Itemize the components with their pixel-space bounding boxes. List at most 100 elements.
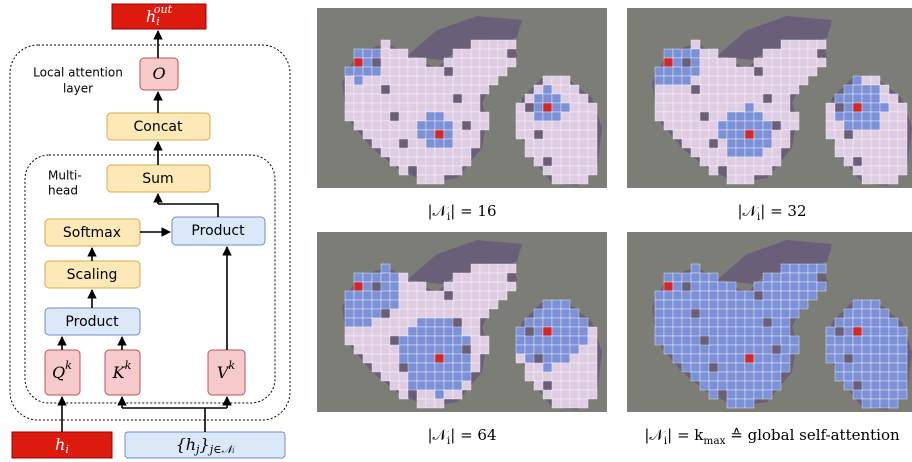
tile: [390, 273, 399, 282]
hi-label-part: h: [55, 435, 65, 454]
tile: [880, 112, 889, 121]
tile: [399, 112, 408, 121]
tile: [781, 309, 790, 318]
tile: [763, 157, 772, 166]
tile: [354, 58, 363, 67]
tile: [817, 58, 826, 67]
tile: [399, 166, 408, 175]
tile: [673, 49, 682, 58]
tile: [736, 103, 745, 112]
tile: [417, 112, 426, 121]
tile: [588, 166, 597, 175]
tile: [552, 354, 561, 363]
tile: [516, 103, 525, 112]
tile: [817, 40, 826, 49]
tile: [745, 76, 754, 85]
tile: [417, 58, 426, 67]
tile: [745, 94, 754, 103]
tile: [399, 345, 408, 354]
tile: [898, 336, 907, 345]
tile: [444, 166, 453, 175]
tile: [453, 345, 462, 354]
tile: [655, 103, 664, 112]
tile: [570, 94, 579, 103]
output-label-part: i: [156, 15, 160, 28]
tile: [727, 139, 736, 148]
tile: [417, 291, 426, 300]
tile: [727, 390, 736, 399]
tile: [579, 112, 588, 121]
tile: [799, 76, 808, 85]
tile: [480, 336, 489, 345]
tile: [664, 49, 673, 58]
tile: [561, 130, 570, 139]
tile: [381, 67, 390, 76]
tile: [471, 94, 480, 103]
tile: [772, 67, 781, 76]
tile: [664, 85, 673, 94]
tile: [691, 76, 700, 85]
tile: [745, 85, 754, 94]
tile: [417, 76, 426, 85]
tile: [399, 291, 408, 300]
tile: [709, 130, 718, 139]
tile: [871, 309, 880, 318]
tile: [579, 381, 588, 390]
tile: [471, 49, 480, 58]
tile: [354, 273, 363, 282]
tile: [381, 148, 390, 157]
tile: [408, 300, 417, 309]
tile: [570, 372, 579, 381]
panel-caption-part: ≙ global self-attention: [726, 426, 900, 444]
tile: [552, 130, 561, 139]
tile: [745, 139, 754, 148]
tile: [534, 121, 543, 130]
tile: [588, 121, 597, 130]
tile: [709, 318, 718, 327]
tile: [835, 363, 844, 372]
tile: [790, 121, 799, 130]
tile: [534, 112, 543, 121]
tile: [588, 390, 597, 399]
tile: [781, 139, 790, 148]
tile: [381, 76, 390, 85]
tile: [754, 130, 763, 139]
tile: [880, 157, 889, 166]
tile: [471, 103, 480, 112]
tile: [871, 399, 880, 408]
tile: [426, 67, 435, 76]
tile: [727, 94, 736, 103]
tile: [862, 175, 871, 184]
tile: [880, 327, 889, 336]
tile: [444, 300, 453, 309]
tile: [543, 345, 552, 354]
tile: [435, 327, 444, 336]
tile: [426, 85, 435, 94]
tile: [561, 139, 570, 148]
tile: [718, 318, 727, 327]
tile: [399, 381, 408, 390]
tile: [709, 94, 718, 103]
tile: [471, 273, 480, 282]
tile: [727, 282, 736, 291]
tile: [709, 166, 718, 175]
tile: [871, 390, 880, 399]
tile: [462, 327, 471, 336]
tile: [898, 390, 907, 399]
tile: [673, 273, 682, 282]
tile: [889, 130, 898, 139]
tile: [372, 139, 381, 148]
tile: [489, 49, 498, 58]
tile: [880, 390, 889, 399]
tile: [453, 381, 462, 390]
tile: [552, 300, 561, 309]
tile: [525, 336, 534, 345]
tile: [552, 399, 561, 408]
tile: [489, 67, 498, 76]
tile: [552, 175, 561, 184]
tile: [408, 139, 417, 148]
tile: [718, 282, 727, 291]
tile: [363, 121, 372, 130]
tile: [835, 121, 844, 130]
tile: [561, 121, 570, 130]
